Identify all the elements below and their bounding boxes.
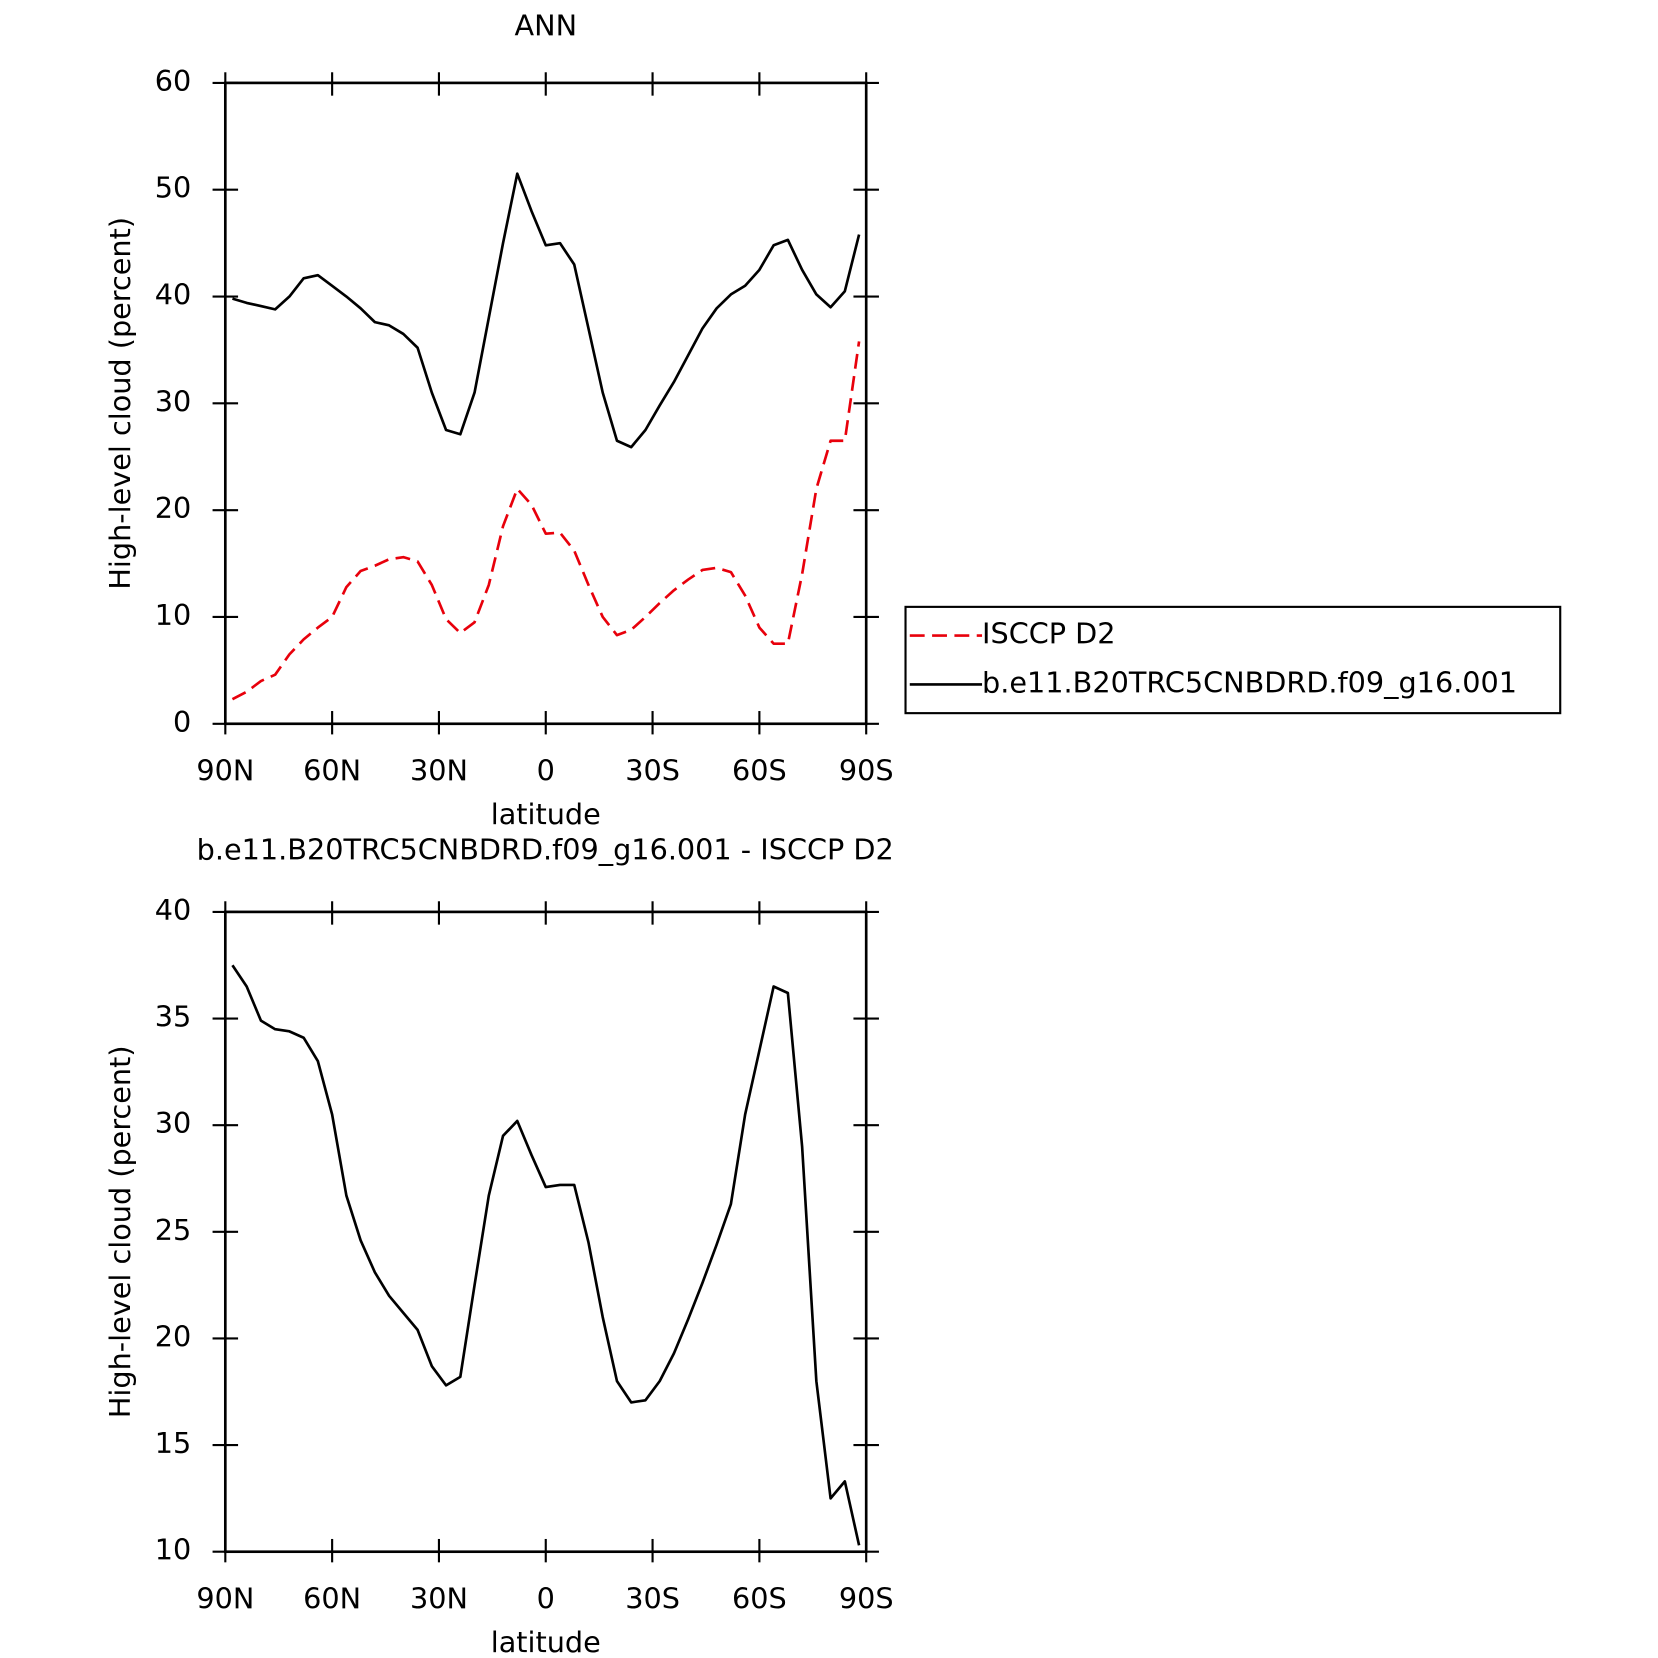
x-tick-label: 60N (303, 1582, 361, 1616)
y-tick-label: 30 (155, 1106, 192, 1140)
y-tick-label: 60 (155, 64, 192, 98)
x-tick-label: 90S (839, 754, 894, 788)
x-tick-label: 90S (839, 1582, 894, 1616)
x-axis-label: latitude (491, 797, 601, 831)
chart-title: b.e11.B20TRC5CNBDRD.f09_g16.001 - ISCCP … (197, 832, 894, 866)
y-axis-label: High-level cloud (percent) (103, 217, 137, 590)
legend-label: b.e11.B20TRC5CNBDRD.f09_g16.001 (982, 665, 1517, 699)
x-tick-label: 60N (303, 754, 361, 788)
x-tick-label: 60S (732, 1582, 787, 1616)
y-tick-label: 20 (155, 491, 192, 525)
series-line (231, 341, 861, 701)
y-tick-label: 10 (155, 1533, 192, 1567)
chart-title: ANN (514, 9, 577, 43)
y-tick-label: 35 (155, 1000, 192, 1034)
x-tick-label: 0 (537, 1582, 555, 1616)
x-tick-label: 60S (732, 754, 787, 788)
x-tick-label: 0 (537, 754, 555, 788)
x-tick-label: 90N (196, 754, 254, 788)
x-tick-label: 30N (410, 754, 468, 788)
legend-box (904, 605, 1562, 715)
series-line (232, 172, 861, 449)
y-tick-label: 50 (155, 171, 192, 205)
y-tick-label: 10 (155, 598, 192, 632)
series-line (231, 964, 861, 1546)
y-tick-label: 40 (155, 278, 192, 312)
legend-label: ISCCP D2 (982, 617, 1116, 651)
plot-frame (223, 81, 868, 726)
x-tick-label: 30N (410, 1582, 468, 1616)
y-tick-label: 25 (155, 1213, 192, 1247)
plot-frame (223, 910, 868, 1554)
y-tick-label: 20 (155, 1319, 192, 1353)
y-tick-label: 30 (155, 384, 192, 418)
y-tick-label: 15 (155, 1426, 192, 1460)
x-tick-label: 30S (625, 754, 680, 788)
x-axis-label: latitude (491, 1625, 601, 1658)
x-tick-label: 30S (625, 1582, 680, 1616)
y-axis-label: High-level cloud (percent) (103, 1045, 137, 1418)
x-tick-label: 90N (196, 1582, 254, 1616)
y-tick-label: 40 (155, 893, 192, 927)
y-tick-label: 0 (173, 705, 191, 739)
